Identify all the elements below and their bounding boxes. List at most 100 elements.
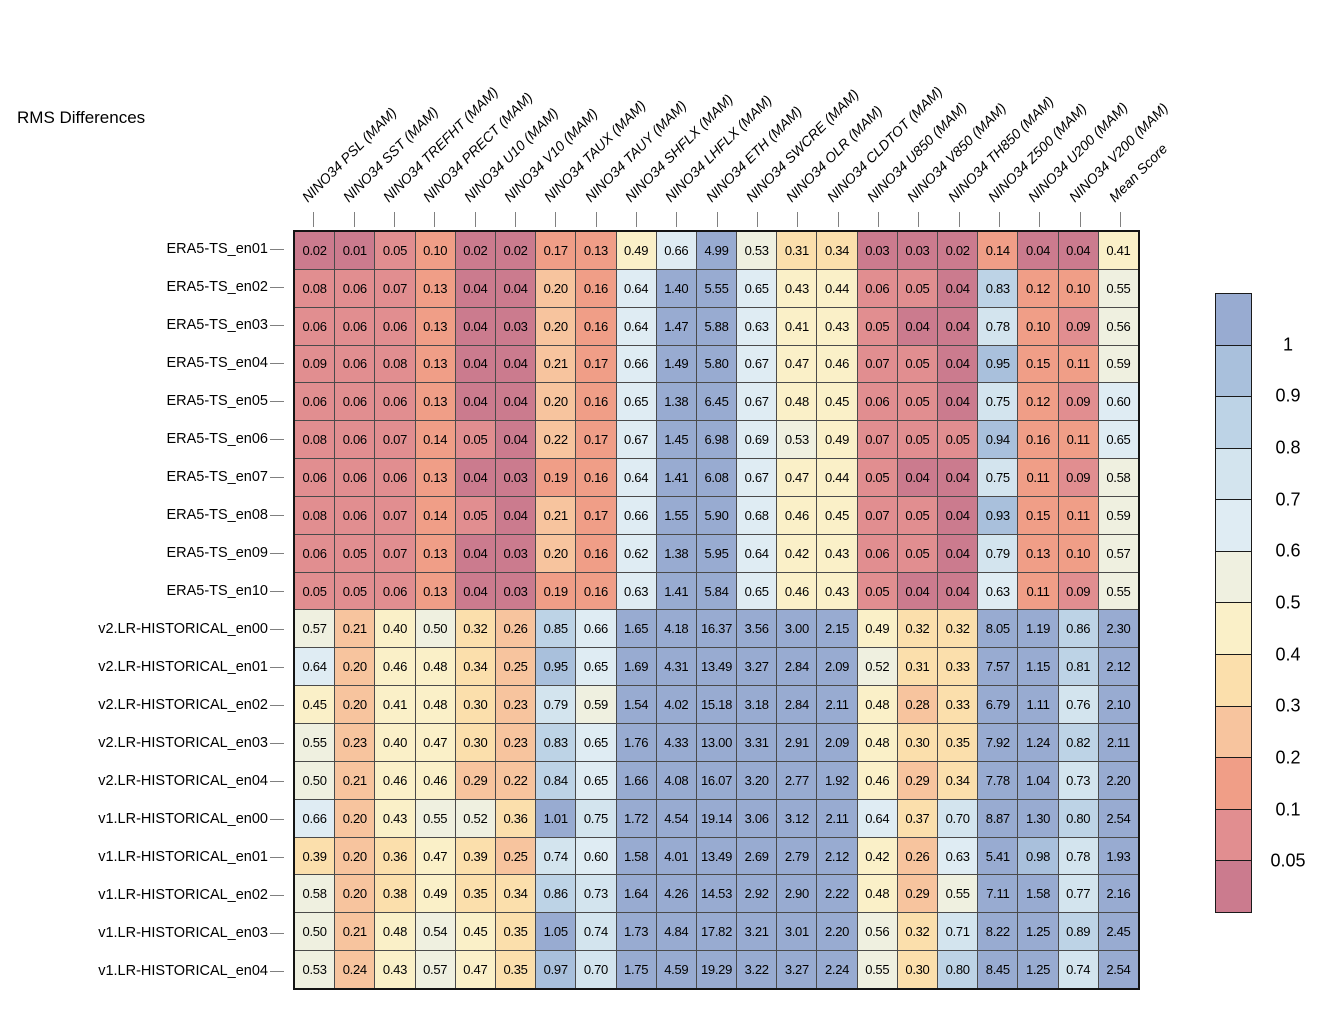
heatmap-cell: 1.58 xyxy=(616,837,656,875)
heatmap-cell: 0.07 xyxy=(375,421,415,459)
column-tick xyxy=(515,212,516,227)
heatmap-cell: 0.06 xyxy=(857,383,897,421)
heatmap-cell: 0.14 xyxy=(415,496,455,534)
heatmap-cell: 0.48 xyxy=(857,724,897,761)
row-tick xyxy=(270,781,284,782)
heatmap-cell: 5.88 xyxy=(696,307,737,345)
heatmap-cell: 0.43 xyxy=(375,951,415,988)
heatmap-cell: 4.33 xyxy=(656,724,696,761)
heatmap-cell: 1.25 xyxy=(1018,951,1058,988)
heatmap-cell: 0.59 xyxy=(1098,496,1138,534)
heatmap-cell: 0.70 xyxy=(938,799,978,837)
heatmap-cell: 0.04 xyxy=(897,459,938,496)
heatmap-cell: 2.20 xyxy=(817,913,857,951)
row-tick xyxy=(270,743,284,744)
heatmap-cell: 4.26 xyxy=(656,875,696,913)
heatmap-cell: 0.67 xyxy=(737,383,777,421)
heatmap-cell: 0.01 xyxy=(335,232,375,269)
heatmap-cell: 1.41 xyxy=(656,459,696,496)
heatmap-cell: 0.42 xyxy=(857,837,897,875)
column-tick xyxy=(1080,212,1081,227)
heatmap-cell: 13.49 xyxy=(696,837,737,875)
heatmap-cell: 1.93 xyxy=(1098,837,1138,875)
row-tick xyxy=(270,439,284,440)
heatmap-cell: 0.29 xyxy=(897,761,938,799)
heatmap-cell: 1.64 xyxy=(616,875,656,913)
heatmap-cell: 0.10 xyxy=(415,232,455,269)
heatmap-cell: 19.14 xyxy=(696,799,737,837)
heatmap-cell: 0.48 xyxy=(375,913,415,951)
heatmap-cell: 0.50 xyxy=(415,610,455,648)
colorbar-band xyxy=(1216,860,1251,912)
heatmap-cell: 0.13 xyxy=(415,383,455,421)
heatmap-cell: 0.12 xyxy=(1018,383,1058,421)
heatmap-cell: 0.36 xyxy=(375,837,415,875)
colorbar-band xyxy=(1216,344,1251,397)
heatmap-cell: 16.37 xyxy=(696,610,737,648)
heatmap-cell: 2.30 xyxy=(1098,610,1138,648)
heatmap-cell: 4.18 xyxy=(656,610,696,648)
heatmap-cell: 0.06 xyxy=(295,534,335,572)
row-tick xyxy=(270,477,284,478)
heatmap-cell: 0.25 xyxy=(495,648,536,686)
heatmap-cell: 0.40 xyxy=(375,610,415,648)
column-tick xyxy=(959,212,960,227)
heatmap-cell: 0.13 xyxy=(415,534,455,572)
heatmap-cell: 0.83 xyxy=(536,724,576,761)
heatmap-cell: 0.55 xyxy=(1098,269,1138,307)
heatmap-cell: 0.16 xyxy=(576,307,616,345)
heatmap-cell: 3.56 xyxy=(737,610,777,648)
heatmap-cell: 0.34 xyxy=(455,648,495,686)
heatmap-cell: 0.03 xyxy=(857,232,897,269)
heatmap-cell: 0.04 xyxy=(455,459,495,496)
colorbar-tick-label: 0.4 xyxy=(1275,644,1301,665)
heatmap-cell: 0.73 xyxy=(1058,761,1098,799)
heatmap-cell: 13.49 xyxy=(696,648,737,686)
heatmap-cell: 0.47 xyxy=(455,951,495,988)
heatmap-cell: 1.38 xyxy=(656,534,696,572)
heatmap-cell: 2.11 xyxy=(1098,724,1138,761)
heatmap-cell: 0.35 xyxy=(938,724,978,761)
heatmap-cell: 0.04 xyxy=(938,307,978,345)
heatmap-cell: 0.22 xyxy=(536,421,576,459)
heatmap-cell: 1.25 xyxy=(1018,913,1058,951)
heatmap-cell: 0.04 xyxy=(938,459,978,496)
colorbar-band xyxy=(1216,550,1251,603)
colorbar-band xyxy=(1216,808,1251,861)
heatmap-cell: 5.90 xyxy=(696,496,737,534)
row-tick xyxy=(270,515,284,516)
heatmap-cell: 0.10 xyxy=(1058,534,1098,572)
row-label: v2.LR-HISTORICAL_en03 xyxy=(98,735,268,751)
column-tick xyxy=(1120,212,1121,227)
heatmap-cell: 4.01 xyxy=(656,837,696,875)
heatmap-cell: 0.65 xyxy=(576,648,616,686)
heatmap-cell: 0.21 xyxy=(335,761,375,799)
heatmap-cell: 0.68 xyxy=(737,496,777,534)
heatmap-cell: 0.62 xyxy=(616,534,656,572)
heatmap-cell: 8.87 xyxy=(978,799,1018,837)
heatmap-cell: 0.11 xyxy=(1018,572,1058,610)
row-label: ERA5-TS_en04 xyxy=(166,355,268,371)
colorbar-tick-label: 0.1 xyxy=(1275,799,1301,820)
heatmap-cell: 0.04 xyxy=(938,345,978,383)
row-label: ERA5-TS_en10 xyxy=(166,583,268,599)
heatmap-cell: 0.43 xyxy=(817,572,857,610)
heatmap-cell: 0.06 xyxy=(857,269,897,307)
row-label: ERA5-TS_en06 xyxy=(166,431,268,447)
heatmap-cell: 0.07 xyxy=(375,534,415,572)
row-tick xyxy=(270,857,284,858)
heatmap-cell: 0.46 xyxy=(817,345,857,383)
heatmap-cell: 0.20 xyxy=(335,837,375,875)
heatmap-cell: 0.20 xyxy=(536,383,576,421)
heatmap-cell: 0.80 xyxy=(938,951,978,988)
heatmap-cell: 0.05 xyxy=(857,307,897,345)
colorbar-band xyxy=(1216,654,1251,706)
heatmap-cell: 2.12 xyxy=(817,837,857,875)
heatmap-cell: 2.11 xyxy=(817,799,857,837)
colorbar-tick-label: 0.6 xyxy=(1275,540,1301,561)
heatmap-cell: 1.47 xyxy=(656,307,696,345)
heatmap-cell: 0.33 xyxy=(938,686,978,724)
heatmap-cell: 0.59 xyxy=(1098,345,1138,383)
heatmap-cell: 5.95 xyxy=(696,534,737,572)
heatmap-cell: 0.49 xyxy=(415,875,455,913)
